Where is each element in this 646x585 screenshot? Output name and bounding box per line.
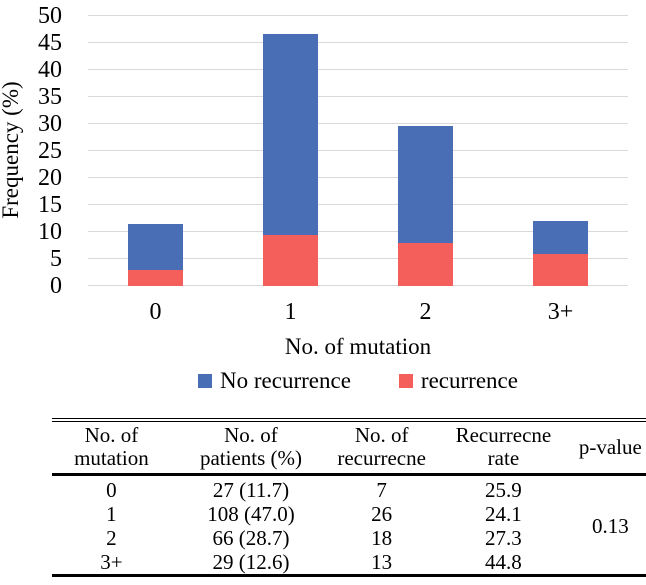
y-tick-label: 50 bbox=[38, 3, 62, 29]
y-tick-label: 0 bbox=[50, 273, 62, 299]
stacked-bar-2 bbox=[398, 125, 453, 286]
stacked-bar-1 bbox=[263, 33, 318, 286]
gridline bbox=[88, 42, 628, 43]
col-header-3: Recurrecne rate bbox=[432, 421, 575, 476]
bar-segment-recurrence bbox=[263, 234, 318, 286]
y-tick-label: 40 bbox=[38, 57, 62, 83]
stacked-bar-chart: Frequency (%) 0 1 2 3+ No. of mutation No r… bbox=[0, 3, 628, 394]
table-cell: 13 bbox=[371, 550, 393, 574]
bar-segment-no-recurrence bbox=[128, 223, 183, 270]
bar-segment-no-recurrence bbox=[398, 125, 453, 243]
table-cell: 24.1 bbox=[485, 502, 522, 526]
table-cell: 29 (12.6) bbox=[212, 550, 290, 574]
table-row: 3+ 29 (12.6) 13 44.8 bbox=[52, 550, 646, 576]
y-tick-label: 45 bbox=[38, 30, 62, 56]
x-tick-label: 2 bbox=[419, 299, 432, 325]
table-cell: 2 bbox=[106, 526, 117, 550]
y-tick-label: 30 bbox=[38, 111, 62, 137]
y-tick-label: 10 bbox=[38, 219, 62, 245]
y-tick-label: 5 bbox=[50, 246, 62, 272]
gridline bbox=[88, 123, 628, 124]
bar-slot bbox=[223, 16, 358, 286]
bar-slot bbox=[88, 16, 223, 286]
gridline bbox=[88, 96, 628, 97]
gridline bbox=[88, 150, 628, 151]
table-cell: 1 bbox=[106, 502, 117, 526]
gridline bbox=[88, 231, 628, 232]
x-tick-label: 0 bbox=[149, 299, 162, 325]
legend-item-recurrence: recurrence bbox=[398, 368, 518, 394]
y-tick-label: 25 bbox=[38, 138, 62, 164]
bar-slot bbox=[493, 16, 628, 286]
table-row: 1 108 (47.0) 26 24.1 bbox=[52, 502, 646, 526]
x-tick-row: 0 1 2 3+ bbox=[88, 298, 628, 326]
legend-item-no-recurrence: No recurrence bbox=[198, 368, 351, 394]
table-cell: 44.8 bbox=[485, 550, 522, 574]
bar-segment-recurrence bbox=[533, 253, 588, 286]
bar-segment-no-recurrence bbox=[533, 221, 588, 254]
table-row: 0 27 (11.7) 7 25.9 0.13 bbox=[52, 475, 646, 538]
gridline bbox=[88, 69, 628, 70]
x-tick-label: 3+ bbox=[547, 299, 574, 325]
col-header-2: No. of recurrecne bbox=[331, 421, 433, 476]
bar-slot bbox=[358, 16, 493, 286]
table-header-row: No. of mutation No. of patients (%) No. of… bbox=[52, 421, 646, 476]
summary-table-wrapper: No. of mutation No. of patients (%) No. of… bbox=[52, 418, 646, 577]
y-tick-label: 15 bbox=[38, 192, 62, 218]
recurrence-swatch bbox=[398, 374, 413, 388]
gridline bbox=[88, 285, 628, 286]
table-cell: 7 bbox=[376, 478, 387, 502]
plot-area bbox=[88, 15, 628, 286]
x-axis-title: No. of mutation bbox=[284, 334, 432, 359]
table-cell: 27.3 bbox=[485, 526, 522, 550]
table-body: 0 27 (11.7) 7 25.9 0.13 1 108 (47.0) 26 24.1 2 66 … bbox=[52, 475, 646, 576]
p-value-cell: 0.13 bbox=[591, 514, 629, 538]
col-header-0: No. of mutation bbox=[52, 421, 171, 476]
table-cell: 27 (11.7) bbox=[212, 478, 290, 502]
table-cell: 18 bbox=[371, 526, 393, 550]
bar-segment-no-recurrence bbox=[263, 33, 318, 235]
table-cell: 26 bbox=[371, 502, 393, 526]
legend: No recurrence recurrence bbox=[88, 368, 628, 394]
no-recurrence-swatch bbox=[198, 374, 213, 388]
x-tick-label: 1 bbox=[284, 299, 297, 325]
legend-label-recurrence: recurrence bbox=[420, 368, 518, 393]
table-row: 2 66 (28.7) 18 27.3 bbox=[52, 526, 646, 550]
bar-segment-recurrence bbox=[128, 269, 183, 286]
gridline bbox=[88, 258, 628, 259]
col-header-4: p-value bbox=[574, 421, 646, 476]
stacked-bar-0 bbox=[128, 223, 183, 286]
summary-table: No. of mutation No. of patients (%) No. of… bbox=[52, 421, 646, 577]
gridline bbox=[88, 204, 628, 205]
table-cell: 0 bbox=[106, 478, 117, 502]
bar-segment-recurrence bbox=[398, 242, 453, 286]
table-cell: 25.9 bbox=[485, 478, 522, 502]
gridline bbox=[88, 177, 628, 178]
y-tick-label: 20 bbox=[38, 165, 62, 191]
gridline bbox=[88, 15, 628, 16]
legend-label-no-recurrence: No recurrence bbox=[220, 368, 351, 393]
table-cell: 3+ bbox=[100, 550, 123, 574]
table-cell: 108 (47.0) bbox=[207, 502, 295, 526]
col-header-1: No. of patients (%) bbox=[170, 421, 332, 476]
table-cell: 66 (28.7) bbox=[212, 526, 290, 550]
y-tick-label: 35 bbox=[38, 84, 62, 110]
stacked-bar-3+ bbox=[533, 221, 588, 286]
